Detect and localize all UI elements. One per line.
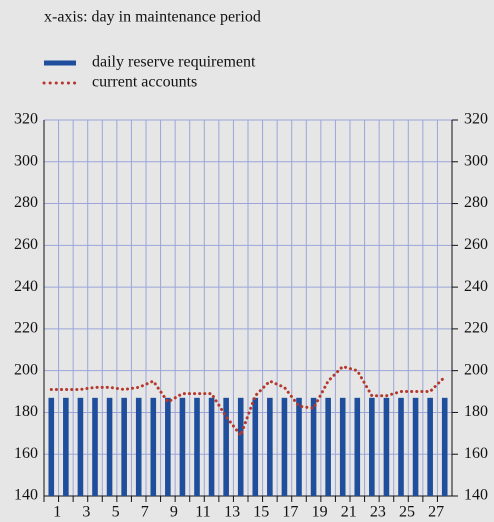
bar bbox=[92, 397, 98, 496]
x-tick-label: 27 bbox=[428, 504, 444, 521]
y2-tick-label: 160 bbox=[464, 445, 488, 462]
bar bbox=[412, 397, 419, 496]
y-tick-label: 180 bbox=[14, 403, 38, 420]
y-tick-label: 220 bbox=[14, 320, 38, 337]
x-tick-label: 3 bbox=[82, 504, 90, 521]
chart-subtitle: x-axis: day in maintenance period bbox=[44, 9, 261, 26]
y-tick-label: 280 bbox=[14, 194, 38, 211]
bar bbox=[63, 397, 69, 496]
y2-tick-label: 300 bbox=[464, 152, 488, 169]
x-tick-label: 7 bbox=[141, 504, 149, 521]
bar bbox=[135, 397, 142, 496]
bar bbox=[208, 397, 215, 496]
bar bbox=[121, 397, 127, 496]
y-tick-label: 260 bbox=[14, 236, 38, 253]
x-tick-label: 19 bbox=[312, 504, 328, 521]
x-tick-label: 9 bbox=[170, 504, 178, 521]
x-tick-label: 15 bbox=[253, 504, 269, 521]
bar bbox=[369, 397, 375, 496]
y-tick-label: 300 bbox=[14, 152, 38, 169]
y-tick-label: 160 bbox=[14, 445, 38, 462]
x-tick-label: 25 bbox=[399, 504, 415, 521]
x-tick-label: 1 bbox=[53, 504, 61, 521]
bar bbox=[179, 397, 186, 496]
x-tick-label: 13 bbox=[224, 504, 240, 521]
y2-tick-label: 140 bbox=[464, 487, 488, 504]
bar bbox=[427, 397, 433, 496]
legend-label: current accounts bbox=[92, 74, 197, 91]
y2-tick-label: 280 bbox=[464, 194, 488, 211]
bar bbox=[267, 397, 273, 496]
bar bbox=[77, 397, 84, 496]
bar bbox=[106, 397, 113, 496]
bar bbox=[441, 397, 448, 496]
bar bbox=[281, 397, 288, 496]
y2-tick-label: 180 bbox=[464, 403, 488, 420]
x-tick-label: 23 bbox=[370, 504, 386, 521]
bar bbox=[398, 397, 404, 496]
y2-tick-label: 220 bbox=[464, 320, 488, 337]
bar bbox=[325, 397, 331, 496]
x-tick-label: 21 bbox=[341, 504, 357, 521]
bar bbox=[237, 397, 244, 496]
y-tick-label: 240 bbox=[14, 278, 38, 295]
bar bbox=[150, 397, 157, 496]
y2-tick-label: 260 bbox=[464, 236, 488, 253]
x-tick-label: 5 bbox=[112, 504, 120, 521]
bar bbox=[223, 397, 229, 496]
y-tick-label: 140 bbox=[14, 487, 38, 504]
y-tick-label: 200 bbox=[14, 361, 38, 378]
bar bbox=[194, 397, 200, 496]
bar bbox=[296, 397, 302, 496]
y-tick-label: 320 bbox=[14, 111, 38, 128]
bar bbox=[354, 397, 361, 496]
bar bbox=[165, 397, 171, 496]
y2-tick-label: 200 bbox=[464, 361, 488, 378]
bar bbox=[48, 397, 55, 496]
line-series bbox=[49, 364, 447, 439]
y2-tick-label: 320 bbox=[464, 111, 488, 128]
bar bbox=[310, 397, 317, 496]
y2-tick-label: 240 bbox=[464, 278, 488, 295]
x-tick-label: 11 bbox=[195, 504, 210, 521]
bar bbox=[339, 397, 346, 496]
bar bbox=[383, 397, 390, 496]
x-tick-label: 17 bbox=[282, 504, 298, 521]
bar bbox=[252, 397, 259, 496]
legend-label: daily reserve requirement bbox=[92, 54, 256, 71]
